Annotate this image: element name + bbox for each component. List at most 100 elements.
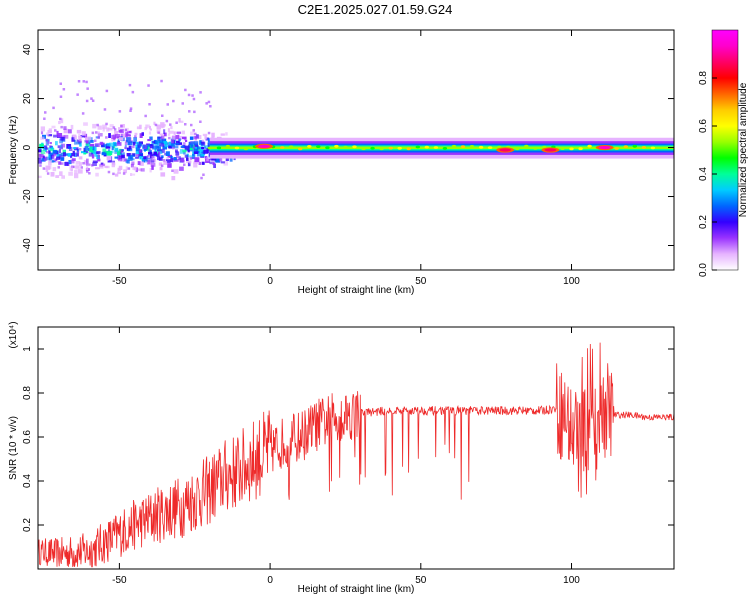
spectrogram-spot xyxy=(650,146,656,150)
spectrogram-cell xyxy=(205,102,208,105)
spectrogram-cell xyxy=(56,156,61,160)
spectrogram-cell xyxy=(183,151,186,155)
spectrogram-cell xyxy=(109,124,114,128)
spectrogram-cell xyxy=(139,153,144,157)
spectrogram-cell xyxy=(97,158,101,162)
spectrogram-cell xyxy=(46,172,50,175)
spectrogram-cell xyxy=(193,110,196,114)
spectrogram-spot xyxy=(388,146,393,150)
spectrogram-cell xyxy=(172,99,175,103)
spectrogram-cell xyxy=(151,165,154,170)
spectrogram-cell xyxy=(204,146,207,150)
spectrogram-cell xyxy=(76,141,81,145)
spectrogram-cell xyxy=(38,153,44,157)
spectrogram-cell xyxy=(127,134,130,137)
spectrogram-cell xyxy=(45,138,48,142)
spectrogram-cell xyxy=(184,154,189,158)
spectrogram-cell xyxy=(83,160,87,165)
spectrogram-cell xyxy=(186,157,189,161)
spectrogram-cell xyxy=(60,152,65,157)
spectrogram-cell xyxy=(193,161,198,164)
spectrogram-cell xyxy=(87,136,91,141)
spectrogram-cell xyxy=(148,103,151,106)
spectrogram-cell xyxy=(160,164,164,167)
spectrogram-cell xyxy=(154,149,157,153)
spectrogram-cell xyxy=(78,169,83,174)
spectrogram-cell xyxy=(113,137,116,140)
spectrogram-cell xyxy=(100,162,104,165)
spectrogram-cell xyxy=(126,160,130,164)
spectrogram-cell xyxy=(175,151,180,156)
spectrogram-cell xyxy=(107,128,113,131)
spectrogram-cell xyxy=(149,168,152,173)
spectrogram-cell xyxy=(187,149,190,153)
spectrogram-cell xyxy=(201,141,206,146)
spectrogram-cell xyxy=(49,145,52,148)
spectrogram-cell xyxy=(147,160,151,165)
spectrogram-cell xyxy=(76,93,79,96)
spectrogram-cell xyxy=(132,173,136,176)
spectrogram-cell xyxy=(59,117,62,121)
snr-xlabel: Height of straight line (km) xyxy=(298,584,415,595)
spectrogram-cell xyxy=(150,153,155,158)
spectrogram-cell xyxy=(48,147,51,152)
spectrogram-cell xyxy=(173,131,176,135)
spectrogram-spot xyxy=(442,147,448,150)
spectrogram-cell xyxy=(68,146,73,151)
spectrogram-cell xyxy=(171,176,176,181)
spectrogram-cell xyxy=(84,140,88,143)
spectrogram-cell xyxy=(107,170,111,174)
spectrogram-cell xyxy=(130,163,134,168)
spectrogram-cell xyxy=(62,149,66,155)
spectrogram-cell xyxy=(84,133,88,138)
spectrogram-cell xyxy=(121,154,125,159)
spectrogram-cell xyxy=(72,150,75,154)
spectrogram-cell xyxy=(156,145,160,149)
spectrogram-cell xyxy=(122,172,126,175)
spectrogram-cell xyxy=(85,99,89,103)
spectrogram-cell xyxy=(43,145,47,149)
spectrogram-cell xyxy=(161,138,167,144)
spectrogram-cell xyxy=(120,150,124,153)
spectrogram-cell xyxy=(202,133,208,137)
spectrogram-cell xyxy=(95,167,100,170)
spectrogram-cell xyxy=(193,162,198,168)
snr-series-line xyxy=(38,342,674,568)
spectrogram-cell xyxy=(188,147,193,150)
spectrogram-cell xyxy=(89,146,94,152)
spectrogram-panel: -50 0 50 100 -40 -20 0 20 40 Height of straight… xyxy=(8,29,675,296)
spectrogram-cell xyxy=(157,131,160,134)
spectrogram-cell xyxy=(97,136,100,139)
spectrogram-cell xyxy=(138,149,142,153)
spectrogram-cell xyxy=(114,173,119,177)
spectrogram-cell xyxy=(105,89,109,93)
spectrogram-cell xyxy=(102,148,107,153)
spectrogram-spot xyxy=(469,145,475,148)
spectrogram-cell xyxy=(56,153,61,158)
spectrogram-spot xyxy=(641,146,647,149)
spectrogram-cell xyxy=(145,124,148,129)
spectrogram-cell xyxy=(59,171,63,176)
spectrogram-x-ticks: -50 0 50 100 xyxy=(112,30,580,287)
spectrogram-cell xyxy=(60,125,63,129)
spectrogram-spot xyxy=(280,146,285,149)
spectrogram-cell xyxy=(135,147,141,152)
spectrogram-cell xyxy=(113,128,117,131)
colorbar-tick-label: 0.2 xyxy=(698,215,709,229)
spectrogram-cell xyxy=(59,155,65,160)
spectrogram-cell xyxy=(55,175,60,178)
spectrogram-cell xyxy=(201,146,205,150)
spectrogram-cell xyxy=(165,151,170,156)
spectrogram-cell xyxy=(120,125,123,128)
spectrogram-spot xyxy=(424,145,429,149)
colorbar-ticks: 0.0 0.2 0.4 0.6 0.8 xyxy=(698,71,717,277)
spectrogram-cell xyxy=(88,142,91,147)
spectrogram-cell xyxy=(99,165,104,169)
spectrogram-cell xyxy=(68,129,72,134)
spectrogram-cell xyxy=(179,158,182,162)
spectrogram-cell xyxy=(170,157,174,163)
spectrogram-cell xyxy=(92,149,96,154)
spectrogram-cell xyxy=(118,156,123,162)
spectrogram-cell xyxy=(142,144,146,149)
